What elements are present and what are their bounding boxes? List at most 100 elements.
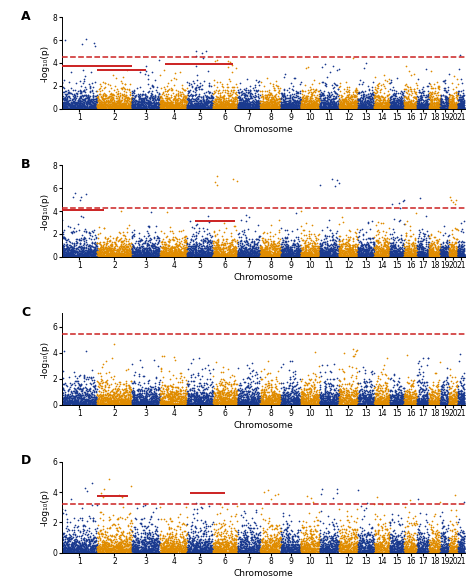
- Point: [217, 88, 224, 97]
- Point: [248, 397, 255, 406]
- Point: [439, 251, 447, 260]
- Point: [154, 526, 161, 536]
- Point: [313, 393, 321, 402]
- Point: [59, 249, 66, 259]
- Point: [152, 389, 159, 398]
- Point: [115, 544, 122, 553]
- Point: [385, 391, 393, 400]
- Point: [62, 547, 69, 556]
- Point: [185, 248, 193, 257]
- Point: [105, 248, 113, 257]
- Point: [419, 544, 426, 553]
- Point: [195, 250, 203, 259]
- Point: [208, 547, 215, 556]
- Point: [393, 393, 401, 402]
- Point: [90, 541, 97, 550]
- Point: [224, 536, 231, 545]
- Point: [310, 88, 317, 97]
- Point: [349, 399, 357, 408]
- Point: [315, 545, 323, 554]
- Point: [412, 545, 420, 554]
- Point: [275, 400, 283, 409]
- Point: [448, 248, 456, 257]
- Point: [453, 245, 460, 255]
- Point: [153, 103, 161, 112]
- Point: [131, 367, 139, 377]
- Point: [105, 249, 112, 259]
- Point: [457, 95, 465, 104]
- Point: [344, 531, 351, 540]
- Point: [321, 103, 328, 112]
- Point: [91, 541, 98, 550]
- Point: [448, 546, 456, 555]
- Point: [241, 399, 248, 408]
- Point: [175, 239, 182, 248]
- Point: [212, 238, 220, 248]
- Point: [114, 380, 121, 389]
- Point: [102, 357, 109, 366]
- Point: [374, 238, 382, 247]
- Point: [149, 391, 157, 400]
- Point: [355, 98, 362, 108]
- Point: [214, 236, 221, 245]
- Point: [285, 251, 292, 260]
- Point: [415, 94, 423, 103]
- Point: [407, 239, 415, 248]
- Point: [171, 394, 179, 403]
- Point: [164, 531, 172, 540]
- Point: [298, 536, 306, 545]
- Point: [270, 103, 277, 112]
- Point: [280, 400, 287, 410]
- Point: [67, 546, 75, 555]
- Point: [158, 99, 165, 108]
- Point: [449, 233, 457, 242]
- Point: [227, 76, 234, 85]
- Point: [183, 548, 191, 557]
- Point: [353, 396, 361, 406]
- Point: [129, 246, 137, 255]
- Point: [385, 101, 392, 111]
- Point: [424, 102, 432, 111]
- Point: [307, 251, 314, 260]
- Point: [148, 397, 156, 406]
- Point: [185, 535, 193, 544]
- Point: [273, 98, 281, 107]
- Point: [411, 396, 419, 406]
- Point: [221, 97, 228, 107]
- Point: [166, 398, 173, 407]
- Point: [214, 252, 221, 261]
- Point: [214, 397, 221, 407]
- Point: [239, 104, 247, 113]
- Point: [194, 94, 201, 103]
- Point: [448, 399, 456, 408]
- Point: [395, 250, 402, 259]
- Point: [175, 250, 182, 259]
- Point: [153, 530, 160, 539]
- Point: [201, 539, 208, 548]
- Point: [154, 385, 162, 395]
- Point: [246, 103, 254, 112]
- Point: [300, 399, 308, 408]
- Point: [167, 248, 174, 257]
- Point: [278, 395, 286, 404]
- Point: [281, 103, 288, 112]
- Point: [157, 97, 164, 106]
- Point: [362, 540, 369, 549]
- Point: [96, 238, 103, 247]
- Point: [434, 397, 442, 406]
- Point: [434, 528, 441, 537]
- Point: [437, 101, 444, 111]
- Point: [120, 86, 128, 95]
- Point: [266, 244, 274, 253]
- Point: [115, 252, 123, 261]
- Point: [318, 400, 325, 410]
- Point: [82, 97, 90, 107]
- Point: [302, 245, 310, 255]
- Point: [164, 529, 171, 539]
- Point: [358, 547, 365, 556]
- Point: [416, 92, 424, 101]
- Point: [314, 546, 322, 555]
- Point: [254, 398, 261, 407]
- Point: [139, 395, 146, 404]
- Point: [164, 381, 172, 391]
